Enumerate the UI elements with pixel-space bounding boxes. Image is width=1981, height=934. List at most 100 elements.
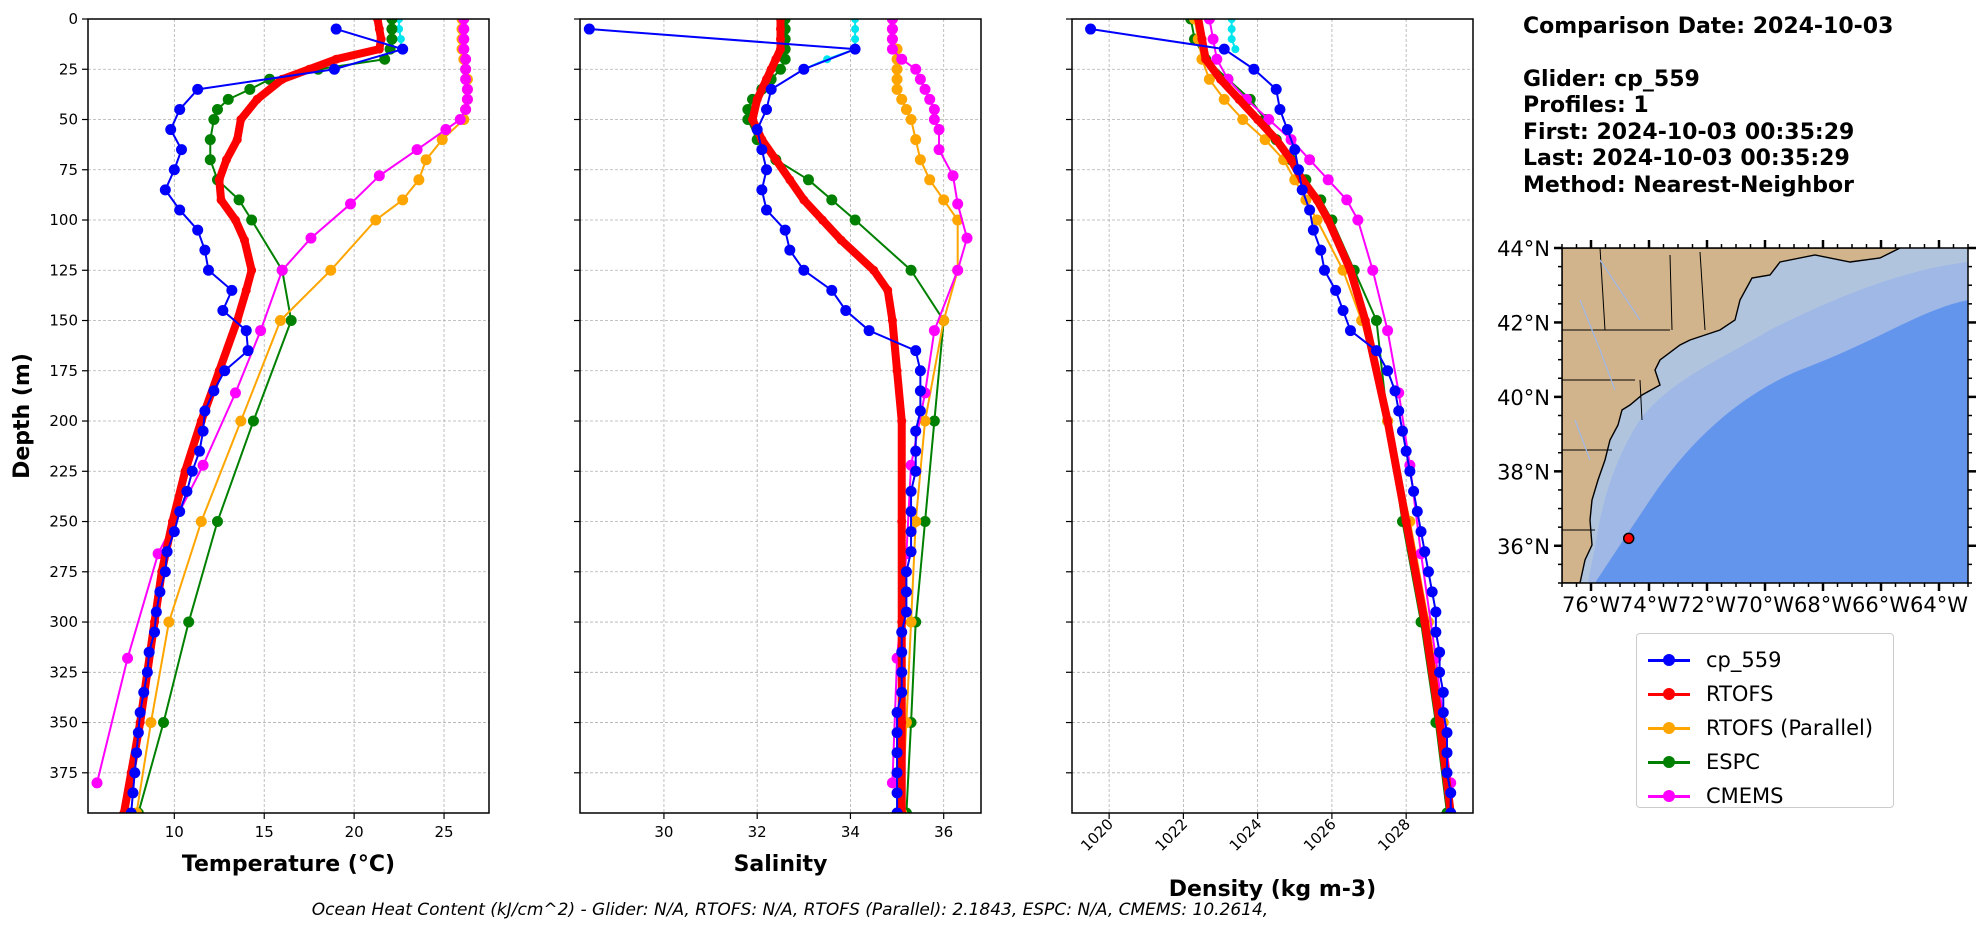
data-point-rtofs	[869, 265, 879, 275]
data-point-espc	[779, 53, 791, 65]
data-point-cp-559	[779, 224, 791, 236]
x-tick-label: 36	[934, 823, 953, 841]
data-point-espc	[222, 93, 234, 105]
data-point-cp-559	[240, 325, 252, 337]
data-point-cmems	[1203, 19, 1215, 25]
data-point-cp-559	[910, 465, 922, 477]
legend-swatch	[1646, 687, 1692, 701]
data-point-cp-559	[910, 345, 922, 357]
data-point-rtofs-parallel	[436, 134, 448, 146]
data-point-cp-559	[141, 666, 153, 678]
data-point-rtofs	[883, 285, 893, 295]
x-tick-label: 1020	[1077, 815, 1117, 855]
data-point-rtofs-parallel	[235, 415, 247, 427]
data-point-cp-559	[1434, 666, 1446, 678]
series-line-rtofs-parallel	[135, 19, 469, 813]
data-point-rtofs-parallel	[910, 516, 922, 528]
y-tick-label: 225	[49, 462, 78, 480]
glider-name: Glider: cp_559	[1523, 66, 1700, 92]
data-point-rtofs-parallel	[910, 134, 922, 146]
data-point-rtofs	[776, 44, 785, 54]
x-axis-label: Temperature (°C)	[182, 852, 395, 877]
data-point-cmems	[961, 232, 973, 244]
data-point-cp-559	[891, 727, 903, 739]
y-tick-label: 325	[49, 663, 78, 681]
data-point-cmems	[886, 43, 898, 55]
data-point-cp-559	[150, 606, 162, 618]
data-point-cp-559	[226, 284, 238, 296]
series-group	[1085, 19, 1457, 813]
data-point-cp-559	[1281, 124, 1293, 136]
data-point-rtofs	[214, 175, 224, 185]
data-point-rtofs	[836, 235, 846, 245]
data-point-cp-559	[161, 546, 173, 558]
data-point-rtofs	[168, 517, 178, 527]
legend-item-rtofs: RTOFS	[1646, 677, 1893, 711]
legend-item-cmems: CMEMS	[1646, 779, 1893, 813]
data-point-rtofs	[236, 115, 246, 125]
data-point-rtofs-parallel	[1311, 214, 1323, 226]
y-tick-label: 200	[49, 412, 78, 430]
data-point-rtofs	[752, 94, 762, 104]
data-point-cp-559	[143, 646, 155, 658]
data-point-cp-559	[159, 184, 171, 196]
y-tick-label: 300	[49, 613, 78, 631]
data-point-cp-559	[826, 284, 838, 296]
data-point-rtofs	[785, 175, 795, 185]
data-point-espc	[919, 516, 931, 528]
data-point-cp-559	[1437, 686, 1449, 698]
data-point-rtofs-parallel	[397, 194, 409, 206]
data-point-rtofs	[1312, 195, 1322, 205]
y-tick-label: 125	[49, 261, 78, 279]
data-point-rtofs	[304, 64, 314, 74]
axes-frame	[87, 18, 490, 814]
data-point-cp-559	[154, 586, 166, 598]
y-tick-label: 375	[49, 764, 78, 782]
surface-extra-point	[851, 19, 860, 23]
map-borders	[1562, 248, 1706, 531]
legend-label: RTOFS	[1706, 682, 1774, 706]
data-point-cp-559	[905, 526, 917, 538]
data-point-rtofs-parallel	[1237, 114, 1249, 126]
data-point-cp-559	[1270, 83, 1282, 95]
data-point-espc	[246, 214, 258, 226]
data-point-cp-559	[1248, 63, 1260, 75]
data-point-espc	[386, 23, 398, 35]
data-point-cmems	[1322, 174, 1334, 186]
data-point-cp-559	[219, 365, 231, 377]
data-point-cmems	[152, 548, 164, 560]
data-point-rtofs-parallel	[163, 616, 175, 628]
data-point-cmems	[229, 387, 241, 399]
data-point-rtofs	[897, 416, 907, 426]
comparison-date: Comparison Date: 2024-10-03	[1523, 14, 1894, 39]
y-tick-label: 0	[68, 10, 78, 28]
x-tick-label: 30	[654, 823, 673, 841]
data-point-cp-559	[197, 425, 209, 437]
data-point-cmems	[460, 63, 472, 75]
data-point-cmems	[896, 53, 908, 65]
data-point-rtofs-parallel	[891, 83, 903, 95]
data-point-espc	[183, 616, 195, 628]
data-point-cmems	[122, 652, 134, 664]
legend-label: RTOFS (Parallel)	[1706, 716, 1874, 740]
data-point-rtofs-parallel	[274, 315, 286, 327]
data-point-rtofs	[232, 135, 242, 145]
data-point-rtofs-parallel	[905, 114, 917, 126]
data-point-cp-559	[217, 304, 229, 316]
data-point-cp-559	[891, 747, 903, 759]
data-point-cp-559	[168, 526, 180, 538]
data-point-rtofs	[1234, 94, 1244, 104]
data-point-cp-559	[1396, 425, 1408, 437]
data-point-cmems	[886, 33, 898, 45]
data-point-cmems	[1263, 114, 1275, 126]
data-point-cmems	[1341, 194, 1353, 206]
data-point-espc	[826, 194, 838, 206]
data-point-rtofs	[799, 195, 809, 205]
data-point-cp-559	[1441, 747, 1453, 759]
data-point-cmems	[461, 83, 473, 95]
data-point-cp-559	[1344, 325, 1356, 337]
data-point-espc	[1370, 315, 1382, 327]
data-point-cp-559	[1085, 23, 1097, 35]
data-point-espc	[233, 194, 245, 206]
data-point-cp-559	[1393, 405, 1405, 417]
